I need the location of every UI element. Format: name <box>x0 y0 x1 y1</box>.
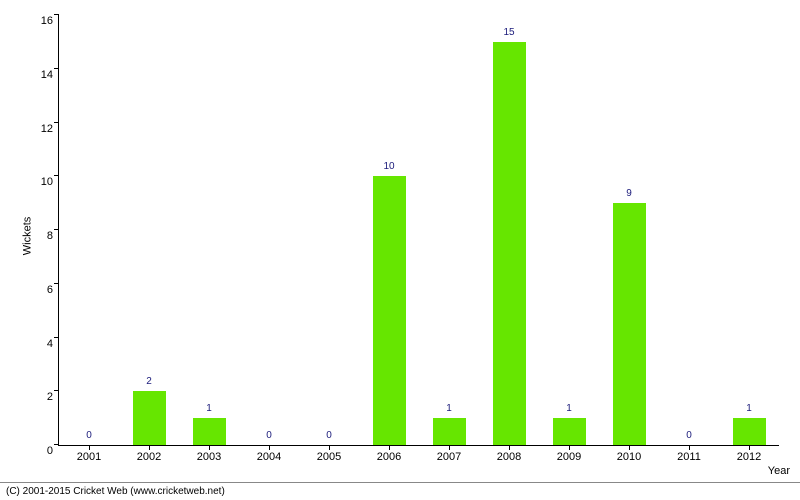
y-tick-mark <box>54 444 59 445</box>
x-tick-label: 2011 <box>677 445 701 463</box>
x-tick-label: 2006 <box>377 445 401 463</box>
bar-value-label: 0 <box>686 430 692 441</box>
bar-value-label: 10 <box>383 161 394 172</box>
y-tick-mark <box>54 14 59 15</box>
x-tick-label: 2004 <box>257 445 281 463</box>
y-tick-label: 2 <box>47 391 59 403</box>
x-tick-label: 2008 <box>497 445 521 463</box>
bar-value-label: 9 <box>626 188 632 199</box>
bar-value-label: 0 <box>86 430 92 441</box>
bar <box>553 418 586 445</box>
y-tick-label: 10 <box>41 176 59 188</box>
bar <box>373 176 406 445</box>
x-tick-label: 2009 <box>557 445 581 463</box>
y-tick-mark <box>54 337 59 338</box>
y-tick-mark <box>54 68 59 69</box>
chart-container: 0246810121416020012200212003020040200510… <box>0 0 800 500</box>
plot-area: 0246810121416020012200212003020040200510… <box>58 15 779 446</box>
bar <box>493 42 526 445</box>
bar-value-label: 1 <box>206 403 212 414</box>
bar-value-label: 15 <box>503 27 514 38</box>
bar-value-label: 1 <box>566 403 572 414</box>
bar-value-label: 1 <box>446 403 452 414</box>
y-tick-label: 6 <box>47 284 59 296</box>
bar-value-label: 2 <box>146 376 152 387</box>
y-tick-label: 4 <box>47 338 59 350</box>
x-tick-label: 2005 <box>317 445 341 463</box>
x-tick-label: 2007 <box>437 445 461 463</box>
y-tick-label: 14 <box>41 69 59 81</box>
x-axis-label: Year <box>768 465 790 477</box>
x-tick-label: 2002 <box>137 445 161 463</box>
bar <box>613 203 646 445</box>
bar-value-label: 0 <box>326 430 332 441</box>
y-tick-label: 16 <box>41 15 59 27</box>
bar <box>433 418 466 445</box>
y-tick-mark <box>54 390 59 391</box>
x-tick-label: 2012 <box>737 445 761 463</box>
y-tick-mark <box>54 283 59 284</box>
bar-value-label: 0 <box>266 430 272 441</box>
bar <box>133 391 166 445</box>
bar <box>193 418 226 445</box>
y-tick-mark <box>54 175 59 176</box>
y-axis-label: Wickets <box>21 217 33 256</box>
y-tick-label: 12 <box>41 123 59 135</box>
y-tick-mark <box>54 229 59 230</box>
y-tick-label: 0 <box>47 445 59 457</box>
x-tick-label: 2010 <box>617 445 641 463</box>
x-tick-label: 2001 <box>77 445 101 463</box>
y-tick-mark <box>54 122 59 123</box>
copyright-footer: (C) 2001-2015 Cricket Web (www.cricketwe… <box>0 482 800 500</box>
x-tick-label: 2003 <box>197 445 221 463</box>
y-tick-label: 8 <box>47 230 59 242</box>
bar-value-label: 1 <box>746 403 752 414</box>
bar <box>733 418 766 445</box>
